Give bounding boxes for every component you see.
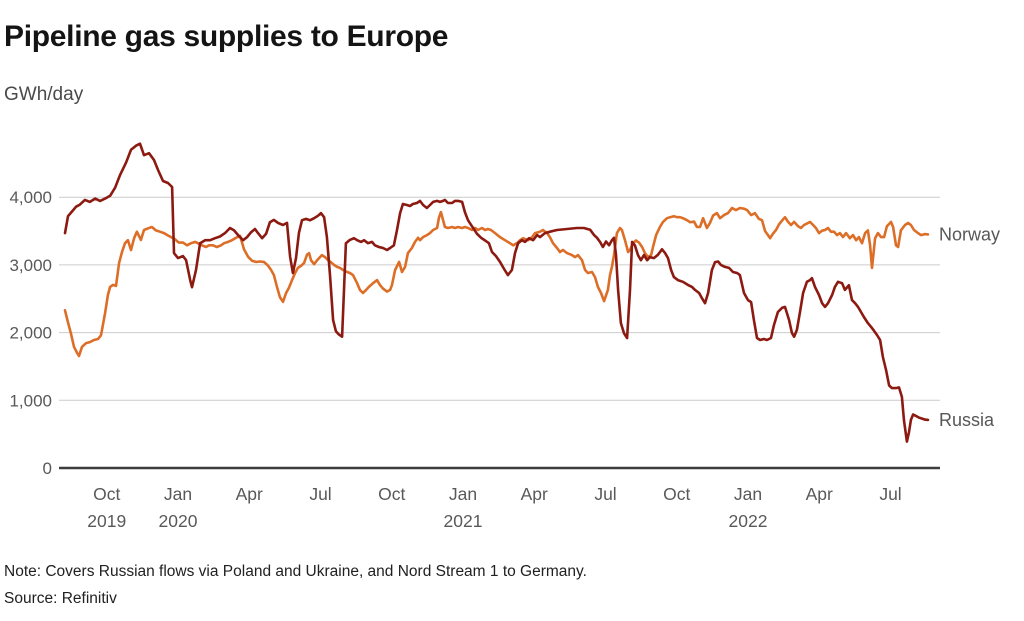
x-tick-label: Jul	[879, 484, 901, 504]
x-tick-label: Jan	[449, 484, 477, 504]
x-tick-label: Apr	[521, 484, 548, 504]
chart-unit-label: GWh/day	[4, 84, 84, 105]
x-tick-label: Jan	[734, 484, 762, 504]
y-tick-label: 0	[43, 459, 52, 478]
x-tick-label: Oct	[378, 484, 405, 504]
x-tick-label: Jul	[594, 484, 616, 504]
x-tick-year-label: 2019	[87, 511, 126, 531]
x-tick-label: Oct	[663, 484, 690, 504]
chart-note: Note: Covers Russian flows via Poland an…	[4, 563, 587, 580]
x-tick-label: Apr	[236, 484, 263, 504]
y-tick-label: 1,000	[9, 391, 52, 410]
chart-title: Pipeline gas supplies to Europe	[4, 20, 449, 53]
x-tick-year-label: 2020	[159, 511, 198, 531]
x-tick-label: Jul	[309, 484, 331, 504]
norway-line	[63, 206, 930, 358]
y-tick-label: 3,000	[9, 256, 52, 275]
russia-series-label: Russia	[939, 410, 995, 430]
norway-series-label: Norway	[939, 224, 1000, 244]
y-tick-label: 2,000	[9, 324, 52, 343]
x-tick-year-label: 2021	[444, 511, 483, 531]
x-tick-label: Apr	[806, 484, 833, 504]
x-tick-label: Jan	[164, 484, 192, 504]
x-tick-year-label: 2022	[729, 511, 768, 531]
x-tick-label: Oct	[93, 484, 120, 504]
y-tick-label: 4,000	[9, 188, 52, 207]
chart-source: Source: Refinitiv	[4, 590, 117, 607]
russia-line	[63, 142, 930, 443]
